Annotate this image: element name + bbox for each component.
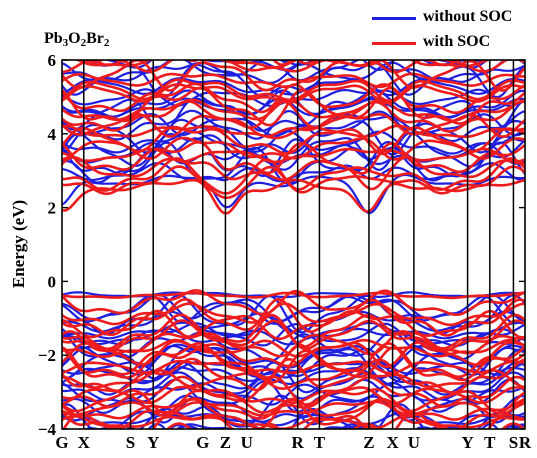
x-tick-label: R: [519, 433, 532, 452]
compound-formula: Pb3O2Br2: [44, 30, 110, 49]
band-line: [62, 412, 525, 427]
y-tick-label: 4: [48, 125, 57, 144]
bands-layer: [62, 60, 525, 429]
band-line: [62, 136, 525, 161]
band-line: [62, 141, 525, 175]
band-line: [62, 99, 525, 133]
y-tick-label: −4: [38, 420, 57, 439]
band-line: [62, 322, 525, 347]
band-line: [90, 60, 463, 67]
band-line: [62, 289, 525, 317]
formula-subscript-o: 2: [80, 37, 87, 49]
legend-label-without-soc: without SOC: [423, 8, 513, 25]
band-line: [62, 338, 525, 358]
y-axis-label: Energy (eV): [9, 200, 28, 288]
x-tick-label: Y: [461, 433, 473, 452]
y-tick-label: 0: [48, 272, 57, 291]
y-tick-label: −2: [38, 346, 56, 365]
x-tick-label: T: [484, 433, 496, 452]
band-line: [62, 359, 525, 375]
band-line: [62, 60, 525, 83]
kpoint-gridlines: [83, 60, 515, 429]
formula-element-o: O: [68, 30, 81, 47]
band-line: [62, 342, 525, 379]
band-line: [62, 125, 525, 156]
formula-element-br: Br: [86, 30, 104, 47]
y-tick-label: 6: [48, 51, 57, 70]
x-tick-label: Z: [220, 433, 231, 452]
band-series: [62, 60, 525, 429]
band-line: [62, 157, 525, 195]
band-line: [62, 309, 525, 341]
x-tick-label: Y: [147, 433, 159, 452]
band-line: [62, 124, 525, 140]
band-line: [62, 83, 525, 105]
band-line: [62, 72, 525, 89]
legend-label-with-soc: with SOC: [423, 33, 491, 50]
band-line: [62, 385, 525, 405]
band-line: [62, 327, 525, 346]
band-series: [62, 60, 525, 429]
band-line: [62, 156, 525, 191]
legend-line-with-soc: [372, 42, 416, 45]
band-line: [62, 302, 525, 327]
band-line: [62, 178, 525, 215]
x-tick-label: Z: [363, 433, 374, 452]
y-axis: −4 −2 0 2 4 6: [38, 51, 525, 439]
band-line: [62, 344, 525, 380]
band-line: [62, 291, 525, 300]
band-line: [62, 86, 525, 127]
x-tick-label: T: [314, 433, 326, 452]
x-tick-label: X: [78, 433, 91, 452]
band-line: [62, 131, 525, 171]
x-tick-label: U: [408, 433, 420, 452]
band-line: [62, 400, 525, 418]
x-tick-label: S: [509, 433, 518, 452]
legend-line-without-soc: [372, 17, 416, 20]
plot-frame: [61, 59, 526, 430]
band-line: [62, 78, 525, 102]
formula-subscript-pb: 3: [62, 37, 69, 49]
band-line: [62, 369, 525, 390]
x-tick-label: X: [386, 433, 399, 452]
x-tick-label: S: [126, 433, 135, 452]
band-line: [62, 297, 525, 337]
band-line: [95, 423, 525, 429]
y-tick-label: 2: [48, 199, 57, 218]
band-line: [62, 381, 525, 406]
x-tick-label: R: [292, 433, 305, 452]
x-tick-label: U: [241, 433, 253, 452]
band-line: [62, 388, 525, 415]
formula-element-pb: Pb: [44, 30, 63, 47]
band-line: [62, 414, 525, 429]
band-line: [62, 112, 525, 138]
x-tick-label: G: [55, 433, 68, 452]
formula-subscript-br: 2: [103, 37, 110, 49]
x-tick-label: G: [196, 433, 209, 452]
